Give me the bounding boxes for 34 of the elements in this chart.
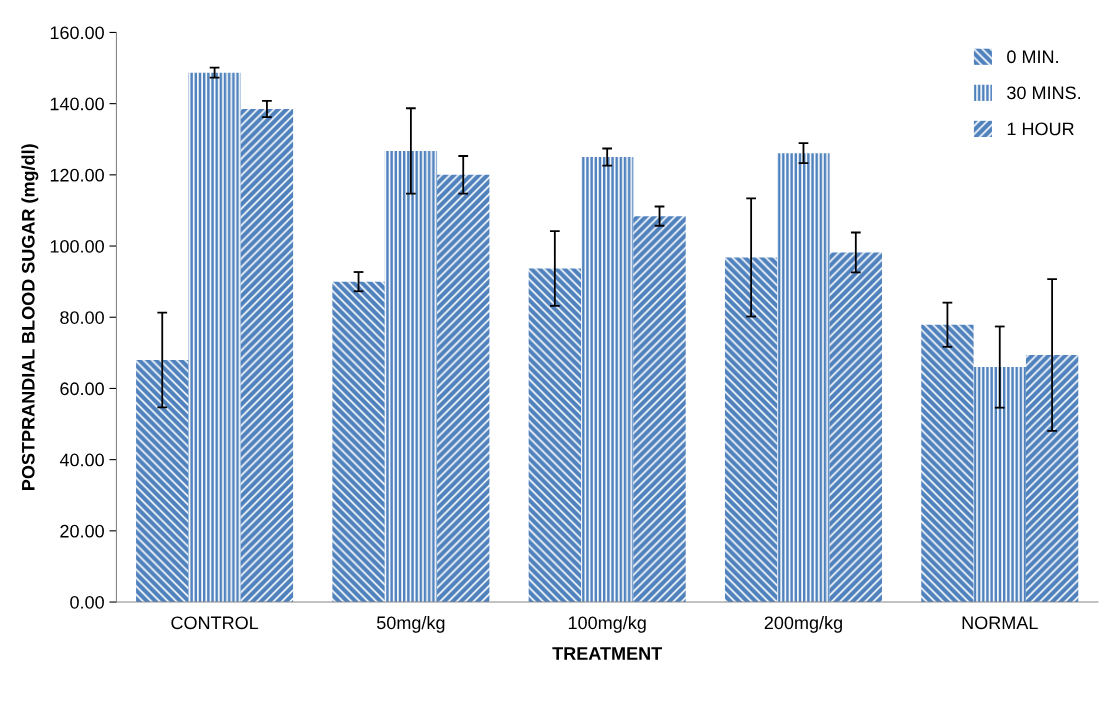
bar [633, 216, 686, 603]
legend-label: 30 MINS. [1007, 86, 1081, 100]
bar [384, 150, 438, 603]
bar [581, 157, 634, 603]
y-tick-label: 100.00 [50, 239, 104, 253]
bar [528, 268, 582, 603]
bar [829, 252, 882, 603]
y-tick-label: 120.00 [50, 168, 104, 182]
legend-label: 0 MIN. [1007, 50, 1058, 64]
x-axis-title: TREATMENT [552, 647, 662, 660]
y-tick-label: 60.00 [60, 382, 104, 396]
x-tick-label: NORMAL [962, 616, 1038, 630]
legend-label: 1 HOUR [1007, 122, 1074, 136]
y-tick-label: 40.00 [59, 453, 104, 467]
x-tick-label: 200mg/kg [764, 615, 842, 633]
bar [777, 153, 830, 603]
y-axis-title: POSTPRANDIAL BLOOD SUGAR (mg/dl) [21, 144, 39, 490]
x-tick-label: 50mg/kg [376, 615, 445, 633]
x-tick-label: 100mg/kg [568, 615, 646, 633]
x-tick-label: CONTROL [171, 616, 259, 630]
bar [188, 72, 241, 603]
y-tick-label: 0.00 [70, 595, 104, 609]
bar [724, 257, 778, 603]
bar [921, 324, 974, 603]
bar [240, 108, 294, 603]
y-tick-label: 20.00 [60, 524, 104, 538]
y-tick-label: 80.00 [60, 311, 104, 324]
bar [973, 367, 1026, 603]
bar [437, 174, 490, 603]
bar [332, 281, 385, 603]
bar [136, 359, 189, 603]
bar [1025, 354, 1079, 603]
y-tick-label: 140.00 [50, 97, 104, 111]
y-tick-label: 160.00 [50, 26, 104, 40]
